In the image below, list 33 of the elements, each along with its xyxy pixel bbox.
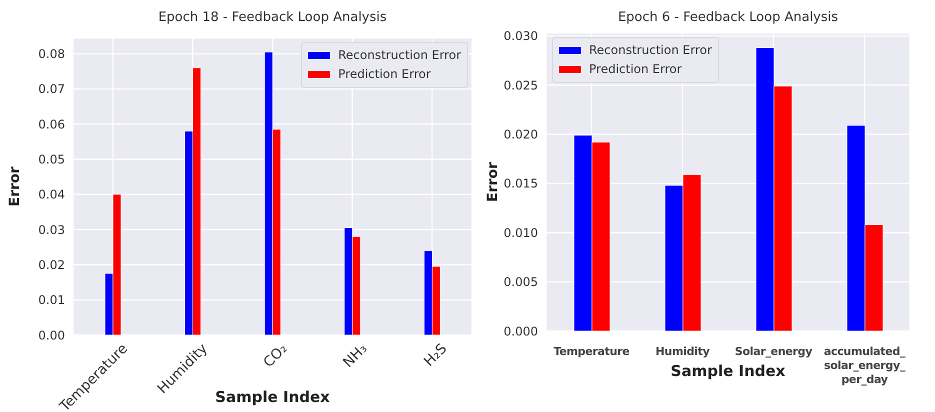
legend-label: Reconstruction Error	[338, 47, 461, 64]
x-tick-label: Solar_energy	[734, 345, 812, 358]
y-tick-label: 0.00	[38, 328, 65, 342]
y-tick-label: 0.07	[38, 82, 65, 96]
y-tick-label: 0.05	[38, 152, 65, 167]
x-tick-label: Temperature	[554, 345, 630, 358]
y-tick-label: 0.06	[38, 117, 65, 132]
y-tick-label: 0.000	[504, 324, 538, 338]
y-tick-label: 0.030	[504, 29, 538, 44]
y-tick-label: 0.03	[38, 222, 65, 237]
x-tick-label: Humidity	[656, 345, 710, 358]
legend-label: Prediction Error	[589, 61, 682, 78]
y-tick-label: 0.04	[38, 188, 65, 202]
y-tick-label: 0.02	[38, 258, 65, 272]
y-tick-label: 0.020	[504, 128, 538, 142]
legend-label: Prediction Error	[338, 66, 431, 83]
x-axis-title: Sample Index	[215, 388, 330, 406]
y-tick-label: 0.010	[504, 226, 538, 240]
y-tick-label: 0.005	[504, 275, 538, 290]
y-tick-label: 0.08	[38, 47, 65, 62]
x-axis-title: Sample Index	[670, 362, 786, 380]
x-tick-label: accumulated_solar_energy_per_day	[824, 345, 906, 386]
legend-label: Reconstruction Error	[589, 42, 712, 59]
x-tick-label: NH₃	[340, 340, 370, 371]
y-axis-title: Error	[6, 166, 23, 206]
y-axis-title: Error	[484, 162, 501, 202]
chart-title: Epoch 6 - Feedback Loop Analysis	[616, 10, 840, 25]
x-tick-label: H₂S	[421, 340, 450, 370]
y-tick-label: 0.01	[38, 293, 65, 308]
x-tick-label: CO₂	[260, 340, 291, 371]
chart-title: Epoch 18 - Feedback Loop Analysis	[157, 10, 388, 25]
y-tick-label: 0.015	[504, 176, 538, 191]
y-tick-label: 0.025	[504, 78, 538, 92]
